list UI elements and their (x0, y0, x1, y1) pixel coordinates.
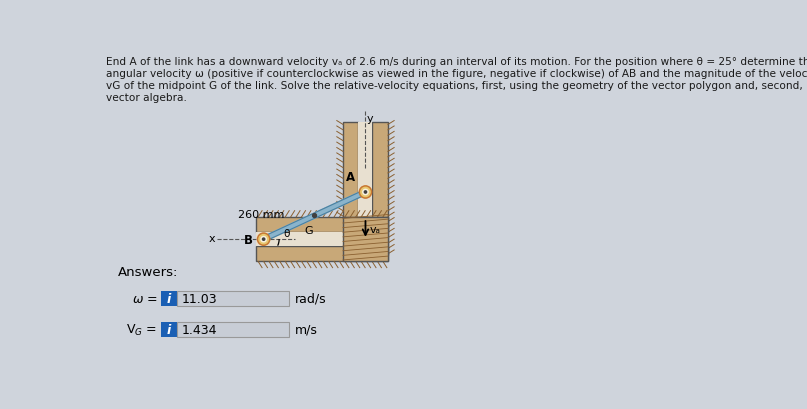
Text: rad/s: rad/s (295, 292, 326, 305)
Text: End A of the link has a downward velocity vₐ of 2.6 m/s during an interval of it: End A of the link has a downward velocit… (107, 57, 807, 67)
Text: B: B (244, 233, 253, 246)
Text: $\omega$ =: $\omega$ = (132, 292, 157, 305)
Bar (373, 123, 388, 255)
Circle shape (312, 214, 316, 218)
Bar (177, 322, 289, 337)
Bar (178, 112, 343, 217)
Circle shape (261, 237, 266, 242)
Polygon shape (262, 189, 367, 243)
Bar (161, 291, 177, 306)
Text: vG of the midpoint G of the link. Solve the relative-velocity equations, first, : vG of the midpoint G of the link. Solve … (107, 81, 807, 90)
Bar (358, 123, 373, 255)
Text: vₐ: vₐ (370, 225, 380, 234)
Circle shape (361, 188, 370, 197)
Text: V$_G$ =: V$_G$ = (127, 322, 157, 337)
Text: 1.434: 1.434 (182, 323, 217, 336)
Text: G: G (304, 225, 312, 235)
Bar (343, 217, 388, 262)
Text: vector algebra.: vector algebra. (107, 92, 187, 102)
Circle shape (257, 234, 270, 246)
Text: m/s: m/s (295, 323, 317, 336)
Text: θ: θ (283, 229, 290, 238)
Circle shape (262, 238, 265, 241)
Circle shape (359, 187, 372, 199)
Circle shape (363, 190, 368, 195)
Text: Answers:: Answers: (118, 266, 178, 279)
Text: 260 mm: 260 mm (237, 210, 284, 220)
Bar (177, 291, 289, 306)
Text: i: i (167, 323, 171, 336)
Circle shape (259, 235, 268, 244)
Bar (256, 233, 388, 247)
Circle shape (364, 191, 366, 193)
Bar (343, 123, 358, 255)
Bar (256, 217, 388, 233)
Bar (256, 247, 388, 262)
Bar (161, 322, 177, 337)
Text: 11.03: 11.03 (182, 292, 217, 305)
Text: i: i (167, 292, 171, 305)
Text: A: A (346, 170, 355, 183)
Text: angular velocity ω (positive if counterclockwise as viewed in the figure, negati: angular velocity ω (positive if counterc… (107, 69, 807, 79)
Text: y: y (367, 114, 374, 124)
Text: x: x (209, 234, 215, 244)
